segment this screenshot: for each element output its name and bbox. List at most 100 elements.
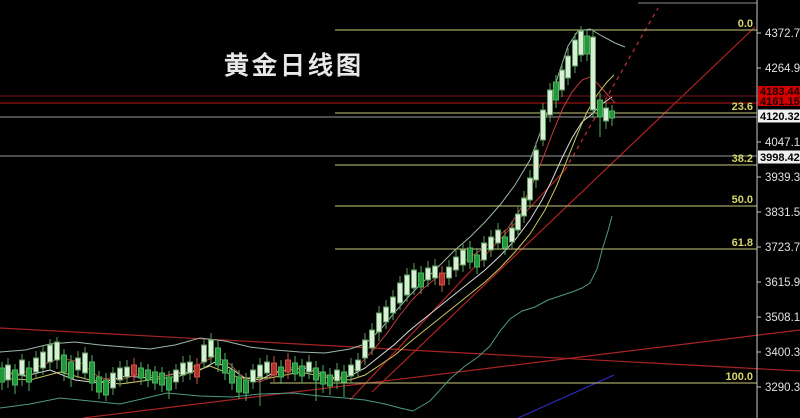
candle-body	[547, 89, 553, 116]
fib-label-38.2: 38.2	[732, 153, 753, 165]
fan-trendline[interactable]	[349, 169, 566, 401]
candlesticks	[0, 26, 615, 406]
fib-label-0.0: 0.0	[738, 18, 753, 30]
trend-lines[interactable]	[0, 7, 800, 418]
candle-body	[341, 371, 347, 383]
blue-trendline[interactable]	[517, 374, 615, 418]
candle-body	[264, 361, 270, 374]
fib-label-50.0: 50.0	[732, 194, 753, 206]
candle-body	[481, 242, 487, 261]
candle-body	[166, 376, 172, 391]
candle-body	[215, 347, 221, 366]
candle-body	[26, 367, 32, 383]
candle-body	[12, 369, 18, 386]
candle-body	[285, 359, 291, 373]
candle-body	[521, 197, 527, 217]
candle-body	[54, 341, 60, 361]
candle-body	[103, 379, 109, 396]
candle-body	[5, 364, 11, 381]
fib-label-100.0: 100.0	[725, 371, 753, 383]
axis-price-label: 3290.30	[765, 382, 800, 394]
candle-body	[82, 352, 88, 374]
candle-body	[334, 369, 340, 382]
price-badge-value: 4183.44	[760, 86, 800, 98]
candle-body	[411, 269, 417, 289]
candle-body	[565, 55, 571, 79]
indicator-overlays	[0, 28, 626, 412]
axis-price-label: 3400.30	[765, 347, 800, 359]
candle-body	[131, 364, 137, 376]
axis-price-label: 4264.90	[765, 63, 800, 75]
candle-body	[404, 274, 410, 296]
candle-body	[597, 99, 603, 118]
candle-body	[68, 361, 74, 379]
candle-body	[33, 357, 39, 373]
price-axis[interactable]: 4372.70 4264.90 4047.10 3939.30 3831.50 3723.…	[756, 0, 800, 418]
candle-body	[584, 35, 590, 55]
candle-body	[96, 376, 102, 393]
candle-body	[439, 272, 445, 286]
candle-body	[425, 267, 431, 281]
candle-body	[159, 372, 165, 386]
candle-body	[383, 306, 389, 323]
candle-body	[124, 366, 130, 378]
candle-body	[152, 371, 158, 384]
candle-body	[502, 236, 508, 249]
candle-body	[145, 369, 151, 381]
candle-body	[495, 229, 501, 244]
candle-body	[194, 364, 200, 378]
candle-body	[390, 296, 396, 314]
candle-body	[418, 272, 424, 288]
candle-body	[89, 361, 95, 384]
candle-body	[369, 329, 375, 349]
candle-body	[313, 367, 319, 381]
price-badge	[758, 86, 800, 96]
projection-dashed-line[interactable]	[564, 7, 659, 171]
candle-body	[257, 364, 263, 378]
candle-body	[355, 359, 361, 372]
ascending-trendline[interactable]	[82, 329, 800, 418]
axis-price-label: 4372.70	[765, 28, 800, 40]
axis-price-label: 3615.90	[765, 277, 800, 289]
candle-body	[376, 312, 382, 333]
candle-body	[515, 213, 521, 231]
ma-white	[0, 96, 613, 384]
candle-body	[208, 339, 214, 358]
candle-body	[292, 362, 298, 375]
candle-body	[590, 36, 596, 111]
candle-body	[609, 110, 615, 119]
price-badge	[758, 109, 800, 123]
candle-body	[488, 236, 494, 251]
candle-body	[187, 361, 193, 374]
candle-body	[201, 344, 207, 363]
candle-body	[40, 351, 46, 369]
candle-body	[299, 365, 305, 377]
candle-body	[243, 379, 249, 394]
steep-trendline[interactable]	[371, 26, 756, 393]
candle-body	[236, 376, 242, 393]
candle-body	[453, 256, 459, 271]
candle-body	[540, 109, 546, 141]
candle-body	[603, 107, 609, 122]
candle-body	[180, 362, 186, 376]
fibonacci-retracement[interactable]: 0.0 23.6 38.2 50.0 61.8 100.0	[270, 18, 757, 384]
candle-body	[19, 359, 25, 376]
fib-label-23.6: 23.6	[732, 101, 753, 113]
candle-body	[446, 266, 452, 279]
candle-body	[173, 369, 179, 383]
candle-body	[47, 344, 53, 363]
candle-body	[533, 149, 539, 181]
ma-yellow	[0, 74, 615, 385]
price-badge	[758, 96, 800, 106]
candle-body	[559, 69, 565, 91]
price-level-lines[interactable]	[0, 2, 758, 157]
price-badge	[758, 150, 800, 164]
chart-title: 黄金日线图	[224, 53, 365, 80]
candle-body	[460, 249, 466, 266]
descending-trendline[interactable]	[0, 327, 800, 372]
candle-body	[306, 361, 312, 373]
candle-body	[117, 367, 123, 381]
price-badge-value: 3998.42	[760, 152, 800, 164]
